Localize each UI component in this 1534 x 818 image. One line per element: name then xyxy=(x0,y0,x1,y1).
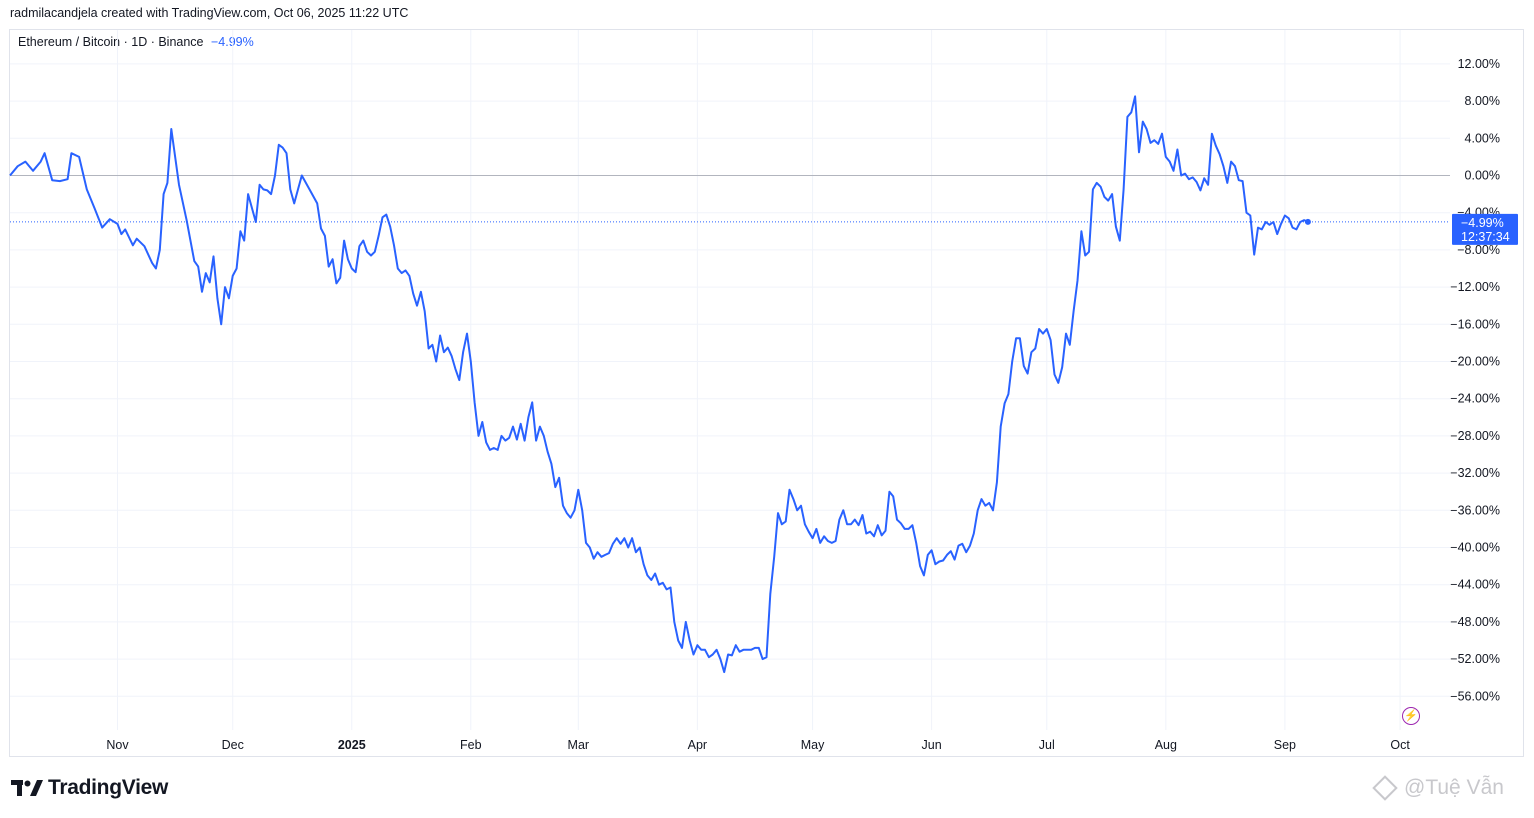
binance-diamond-icon xyxy=(1372,775,1398,801)
price-tag-value: −4.99% xyxy=(1461,216,1504,230)
x-tick-label: May xyxy=(801,738,825,752)
brand-name: TradingView xyxy=(48,776,169,799)
y-tick-label: −28.00% xyxy=(1450,429,1500,443)
y-tick-label: −8.00% xyxy=(1457,243,1500,257)
y-tick-label: −36.00% xyxy=(1450,503,1500,517)
y-tick-label: −52.00% xyxy=(1450,652,1500,666)
y-tick-label: −20.00% xyxy=(1450,355,1500,369)
y-tick-label: 12.00% xyxy=(1458,57,1500,71)
y-tick-label: 4.00% xyxy=(1465,131,1500,145)
tradingview-logo[interactable]: TradingView xyxy=(11,776,168,800)
price-tag xyxy=(1452,213,1518,245)
y-tick-label: −40.00% xyxy=(1450,541,1500,555)
series-layer xyxy=(9,95,1311,674)
symbol-legend[interactable]: Ethereum / Bitcoin · 1D · Binance −4.99% xyxy=(18,35,254,49)
chart-credit: radmilacandjela created with TradingView… xyxy=(10,6,409,20)
y-tick-label: −24.00% xyxy=(1450,392,1500,406)
x-tick-label: Oct xyxy=(1390,738,1410,752)
x-axis: Nov Dec 2025 Feb Mar Apr May Jun Jul Aug Sep Oct xyxy=(106,738,1410,752)
y-tick-label: −44.00% xyxy=(1450,578,1500,592)
y-tick-label: −32.00% xyxy=(1450,466,1500,480)
y-axis: 12.00%8.00%4.00%0.00%−4.00%−8.00%−12.00%… xyxy=(1450,57,1500,703)
legend-symbol: Ethereum / Bitcoin · 1D · Binance xyxy=(18,35,204,49)
x-tick-label: Jul xyxy=(1039,738,1055,752)
x-tick-label: Aug xyxy=(1155,738,1177,752)
x-tick-label: Feb xyxy=(460,738,482,752)
x-tick-label: Nov xyxy=(106,738,129,752)
x-tick-label: Sep xyxy=(1274,738,1296,752)
price-tag-group: −4.99%12:37:34 xyxy=(1452,213,1518,245)
y-tick-label: 8.00% xyxy=(1465,94,1500,108)
lightning-icon[interactable]: ⚡ xyxy=(1402,707,1420,725)
y-tick-label: −56.00% xyxy=(1450,689,1500,703)
grid-lines xyxy=(10,30,1450,730)
x-tick-label: Dec xyxy=(222,738,244,752)
price-tag-countdown: 12:37:34 xyxy=(1461,230,1510,244)
y-tick-label: 0.00% xyxy=(1465,169,1500,183)
x-tick-label: Jun xyxy=(922,738,942,752)
last-point-marker xyxy=(1304,218,1311,225)
y-tick-label: −48.00% xyxy=(1450,615,1500,629)
series-line xyxy=(9,95,1309,674)
chart-panel[interactable] xyxy=(9,29,1524,757)
watermark-text: @Tuệ Vẫn xyxy=(1404,776,1504,799)
x-tick-label: 2025 xyxy=(338,738,366,752)
y-tick-label: −12.00% xyxy=(1450,280,1500,294)
y-tick-label: −16.00% xyxy=(1450,317,1500,331)
tradingview-logo-icon xyxy=(11,780,43,796)
x-tick-label: Apr xyxy=(688,738,707,752)
x-tick-label: Mar xyxy=(568,738,590,752)
watermark: @Tuệ Vẫn xyxy=(1372,775,1504,801)
